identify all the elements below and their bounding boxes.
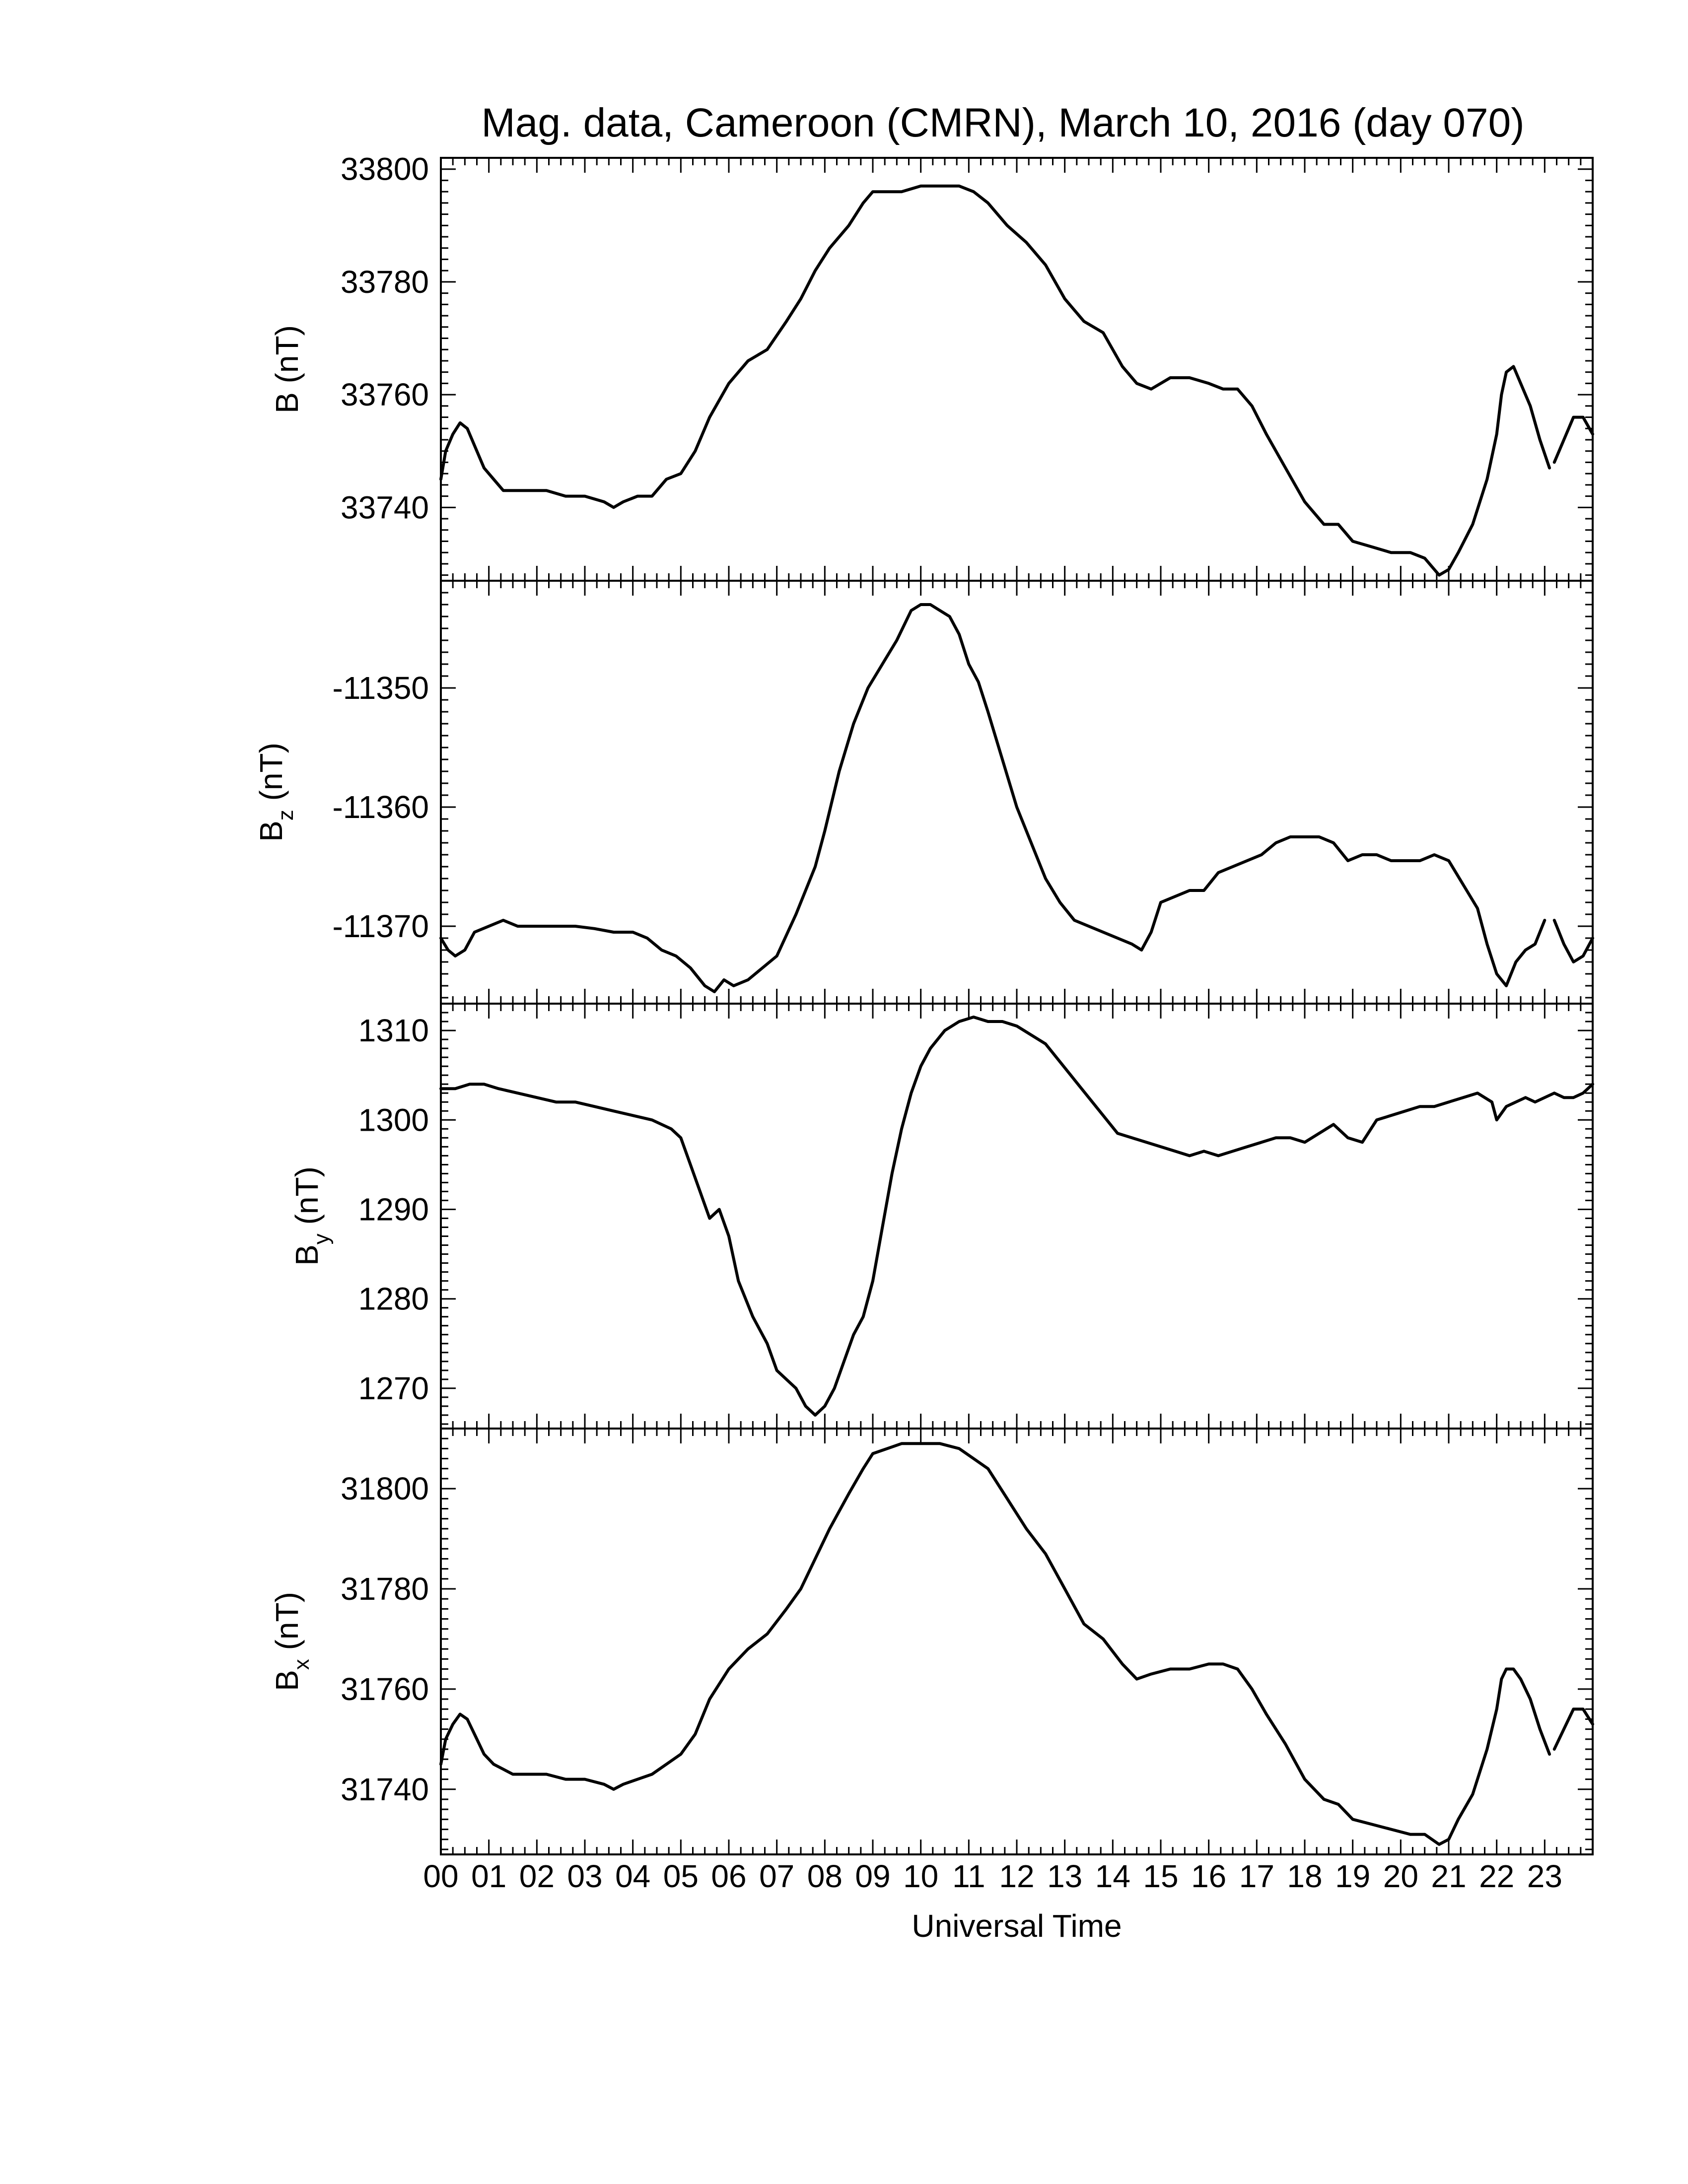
y-tick-label: 33780	[341, 264, 429, 300]
x-tick-label: 22	[1479, 1858, 1514, 1894]
y-axis-label: Bx (nT)	[269, 1592, 314, 1691]
x-tick-label: 14	[1095, 1858, 1130, 1894]
series-line-b-total	[439, 184, 1551, 577]
x-tick-label: 18	[1287, 1858, 1322, 1894]
plot-frame	[440, 1003, 1594, 1430]
y-tick-label: 1280	[358, 1281, 429, 1317]
panel-by: 1270 1280 1290 1300 1310 By (nT)	[289, 1003, 1594, 1430]
x-tick-label: 15	[1143, 1858, 1178, 1894]
plot-frame	[440, 580, 1594, 1005]
x-tick-label: 21	[1431, 1858, 1466, 1894]
y-axis-label-units: (nT)	[269, 325, 305, 392]
y-tick-label: 33800	[341, 151, 429, 187]
panel-bx: 31740 31760 31780 31800 Bx (nT)	[269, 1428, 1594, 1855]
plot-frame	[440, 157, 1594, 582]
x-axis-label: Universal Time	[912, 1908, 1122, 1944]
panel-bz: -11350 -11360 -11370 Bz (nT)	[253, 580, 1594, 1005]
series-line-bx	[1552, 1707, 1594, 1751]
y-tick-label: 1270	[358, 1370, 429, 1406]
y-tick-label: 31780	[341, 1571, 429, 1607]
x-tick-label: 02	[519, 1858, 555, 1894]
series-line-b-total	[1552, 415, 1594, 464]
y-tick-label: 33740	[341, 489, 429, 525]
y-axis-label-main: B	[269, 1670, 305, 1691]
x-tick-label: 12	[999, 1858, 1034, 1894]
y-axis-label-main: B	[253, 820, 289, 842]
figure-title: Mag. data, Cameroon (CMRN), March 10, 20…	[481, 100, 1524, 145]
x-tick-label: 08	[807, 1858, 843, 1894]
y-axis-label-subscript: x	[289, 1659, 314, 1670]
y-tick-label: -11370	[332, 908, 429, 944]
x-tick-label: 10	[903, 1858, 938, 1894]
y-tick-label: 1290	[358, 1191, 429, 1227]
y-tick-label: 1300	[358, 1102, 429, 1138]
x-tick-label: 05	[663, 1858, 699, 1894]
y-tick-label: -11360	[332, 789, 429, 825]
x-tick-label: 17	[1239, 1858, 1274, 1894]
y-tick-label: 33760	[341, 377, 429, 412]
x-tick-label: 04	[615, 1858, 650, 1894]
series-line-bx	[439, 1442, 1551, 1846]
x-tick-label: 01	[471, 1858, 506, 1894]
x-tick-label: 11	[952, 1858, 985, 1894]
series-line-bz	[439, 603, 1547, 993]
x-tick-label: 13	[1047, 1858, 1082, 1894]
series-line-bz	[1552, 919, 1594, 963]
y-axis-label: Bz (nT)	[253, 743, 298, 842]
x-tick-label: 09	[855, 1858, 890, 1894]
panel-b-total: 33740 33760 33780 33800 B (nT)	[269, 151, 1594, 582]
x-tick-label: 19	[1335, 1858, 1370, 1894]
y-axis-label-units: (nT)	[289, 1166, 325, 1233]
y-axis-label: B (nT)	[269, 325, 305, 413]
y-tick-label: 1310	[358, 1013, 429, 1048]
y-tick-label: -11350	[332, 670, 429, 706]
x-tick-label: 20	[1383, 1858, 1418, 1894]
x-tick-label: 06	[711, 1858, 746, 1894]
x-tick-label: 03	[567, 1858, 602, 1894]
y-axis-label-subscript: y	[309, 1233, 334, 1244]
x-tick-label: 00	[423, 1858, 458, 1894]
y-axis-label-units: (nT)	[269, 1592, 305, 1659]
y-tick-label: 31760	[341, 1671, 429, 1707]
y-tick-label: 31800	[341, 1471, 429, 1506]
x-tick-label: 07	[759, 1858, 794, 1894]
series-line-by	[439, 1016, 1594, 1417]
y-axis-label-subscript: z	[274, 810, 298, 820]
x-tick-label: 16	[1191, 1858, 1226, 1894]
y-axis-label-units: (nT)	[253, 743, 289, 810]
x-tick-label: 23	[1527, 1858, 1562, 1894]
y-tick-label: 31740	[341, 1772, 429, 1807]
y-axis-label-main: B	[269, 392, 305, 413]
y-axis-label-main: B	[289, 1244, 325, 1266]
x-tick-labels: 00 01 02 03 04 05 06 07 08 09 10 11 12 13 14 15 16 17 18 19…	[423, 1858, 1562, 1894]
y-axis-label: By (nT)	[289, 1166, 334, 1266]
